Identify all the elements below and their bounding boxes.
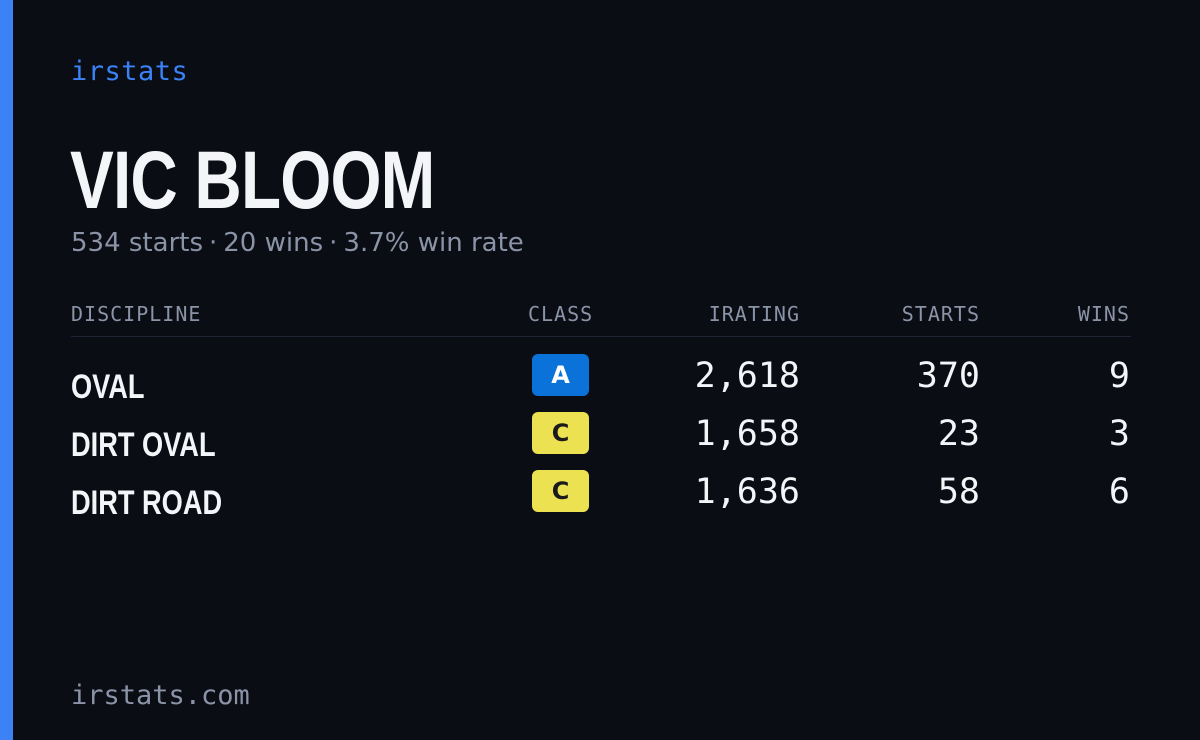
starts-value: 58 [937,472,980,512]
table-row: DIRT OVAL C 1,658 23 3 [71,410,1131,468]
table-body: OVAL A 2,618 370 9 DIRT OVAL C 1,658 23 … [71,352,1131,526]
starts-value: 370 [916,356,980,396]
driver-name: VIC BLOOM [70,135,435,226]
summary-wins: 20 wins [223,228,324,258]
irating-value: 2,618 [694,356,800,396]
table-header: DISCIPLINE CLASS IRATING STARTS WINS [71,298,1131,337]
irating-value: 1,636 [694,472,800,512]
discipline-table: DISCIPLINE CLASS IRATING STARTS WINS OVA… [71,298,1131,526]
driver-summary: 534 starts · 20 wins · 3.7% win rate [71,228,524,258]
wins-value: 3 [1108,414,1130,454]
wins-value: 9 [1108,356,1130,396]
table-row: DIRT ROAD C 1,636 58 6 [71,468,1131,526]
irating-value: 1,658 [694,414,800,454]
table-row: OVAL A 2,618 370 9 [71,352,1131,410]
discipline-name: DIRT ROAD [71,484,223,522]
column-header-class: CLASS [528,302,594,326]
column-header-wins: WINS [1077,302,1130,326]
summary-starts: 534 starts [71,228,203,258]
license-class-badge: C [532,412,589,454]
license-class-badge: C [532,470,589,512]
discipline-name: OVAL [71,368,145,406]
starts-value: 23 [937,414,980,454]
summary-separator: · [329,228,338,258]
wins-value: 6 [1108,472,1130,512]
accent-bar [0,0,13,740]
summary-separator: · [209,228,218,258]
brand-logo-text[interactable]: irstats [71,56,189,87]
column-header-starts: STARTS [901,302,980,326]
license-class-badge: A [532,354,589,396]
discipline-name: DIRT OVAL [71,426,216,464]
column-header-irating: IRATING [708,302,800,326]
column-header-discipline: DISCIPLINE [71,302,202,326]
summary-win-rate: 3.7% win rate [343,228,524,258]
footer-url[interactable]: irstats.com [71,680,250,711]
